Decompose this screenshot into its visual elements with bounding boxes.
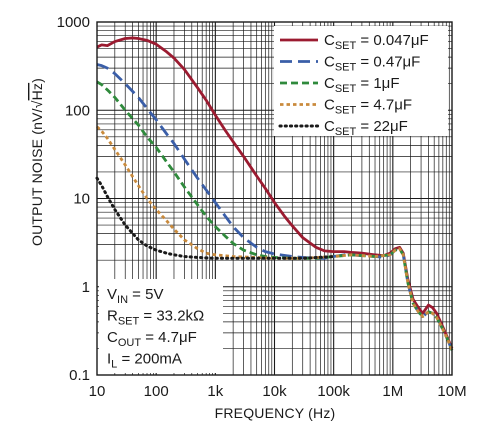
- series-lines: [95, 36, 454, 351]
- x-tick-label: 1M: [382, 383, 403, 400]
- y-axis-title-suffix: ): [29, 78, 45, 83]
- legend-label-3: CSET = 4.7μF: [324, 97, 412, 117]
- x-tick-label: 1k: [207, 383, 223, 400]
- condition-3: IL = 200mA: [107, 351, 182, 371]
- x-tick-label: 10M: [437, 383, 466, 400]
- legend-label-4: CSET = 22μF: [324, 118, 408, 138]
- legend-label-2: CSET = 1μF: [324, 75, 400, 95]
- x-tick-label: 10k: [262, 383, 287, 400]
- plot-frame: [96, 21, 453, 376]
- series-line-0: [96, 36, 454, 349]
- condition-1: RSET = 33.2kΩ: [107, 308, 204, 328]
- legend-label-1: CSET = 0.47μF: [324, 54, 420, 74]
- y-tick-label: 1: [82, 279, 90, 296]
- series-line-4: [95, 176, 336, 260]
- x-tick-label: 10: [89, 383, 106, 400]
- legend-box: [274, 26, 448, 136]
- y-axis-title-unit: Hz: [29, 83, 45, 101]
- conditions-box: [99, 279, 223, 373]
- x-tick-label: 100k: [317, 383, 350, 400]
- y-tick-label: 1000: [57, 14, 90, 31]
- legend-label-0: CSET = 0.047μF: [324, 32, 429, 52]
- y-tick-label: 10: [73, 191, 90, 208]
- y-axis-title-root: √: [29, 100, 45, 108]
- plot-border: [96, 21, 453, 376]
- y-axis-title: OUTPUT NOISE (nV/√Hz): [29, 78, 45, 246]
- y-axis-title-prefix: OUTPUT NOISE (nV/: [29, 108, 45, 246]
- y-tick-label: 0.1: [69, 367, 90, 384]
- y-tick-label: 100: [65, 102, 90, 119]
- x-tick-label: 100: [144, 383, 169, 400]
- x-axis-title: FREQUENCY (Hz): [215, 405, 336, 421]
- condition-2: COUT = 4.7μF: [107, 329, 197, 349]
- condition-0: VIN = 5V: [107, 286, 163, 306]
- tick-labels: 10 100 1k 10k 100k 1M 10M 0.1 1 10 100 1000: [57, 14, 467, 400]
